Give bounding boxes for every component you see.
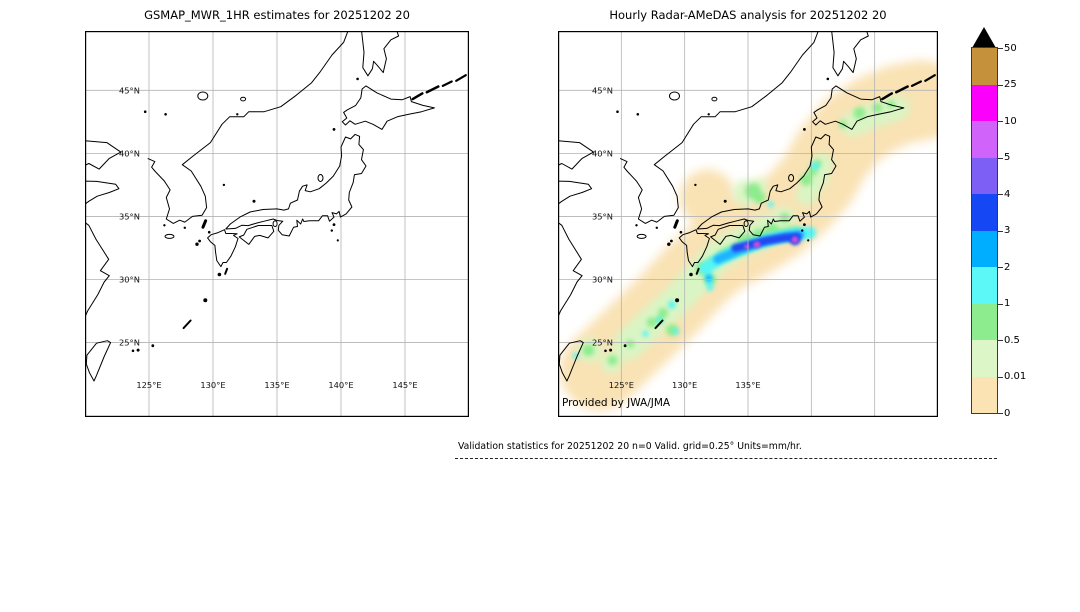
lon-tick-label: 140°E xyxy=(328,380,353,390)
colorbar-tick-label: 1 xyxy=(1004,298,1011,309)
colorbar-overflow-arrow xyxy=(972,27,996,48)
map-tick-labels: 45°N 40°N 35°N 30°N 25°N 125°E 130°E 135°E xyxy=(592,85,761,390)
precipitation-overlay xyxy=(559,60,938,411)
caption-divider-line xyxy=(455,458,997,459)
lon-tick-label: 125°E xyxy=(136,380,161,390)
lon-tick-label: 135°E xyxy=(735,380,760,390)
lat-tick-label: 25°N xyxy=(119,338,140,348)
lon-tick-label: 125°E xyxy=(609,380,634,390)
coastlines xyxy=(85,31,467,382)
coastlines xyxy=(558,31,936,382)
colorbar-segment xyxy=(972,230,997,267)
colorbar-tick-label: 10 xyxy=(1004,115,1017,127)
validation-caption: Validation statistics for 20251202 20 n=… xyxy=(458,441,802,452)
colorbar-segment xyxy=(972,84,997,121)
colorbar-segment xyxy=(972,48,997,85)
right-panel-title: Hourly Radar-AMeDAS analysis for 2025120… xyxy=(609,8,887,22)
colorbar-tick-label: 0.01 xyxy=(1004,371,1027,382)
colorbar-tick-label: 0.5 xyxy=(1004,334,1020,346)
colorbar-tick-label: 5 xyxy=(1004,152,1011,163)
map-border xyxy=(558,31,938,417)
map-tick-labels: 45°N 40°N 35°N 30°N 25°N 125°E 130°E 135°E 140°E… xyxy=(119,85,418,390)
colorbar-tick xyxy=(998,303,1003,305)
lon-tick-label: 130°E xyxy=(672,380,697,390)
colorbar-tick-label: 2 xyxy=(1004,261,1011,273)
colorbar-tick-label: 0 xyxy=(1004,407,1011,419)
colorbar-tick xyxy=(998,121,1003,122)
colorbar-tick xyxy=(998,48,1003,49)
lat-tick-label: 30°N xyxy=(119,275,140,285)
colorbar-tick-label: 50 xyxy=(1004,42,1017,54)
map-gridlines xyxy=(85,31,469,417)
colorbar-segment xyxy=(972,157,997,194)
colorbar-tick-label: 3 xyxy=(1004,225,1011,236)
colorbar-tick-label: 25 xyxy=(1004,79,1017,90)
colorbar-segment xyxy=(972,194,997,231)
lon-tick-label: 135°E xyxy=(264,380,289,390)
colorbar-tick xyxy=(998,157,1003,159)
island-dots xyxy=(604,77,830,353)
colorbar-frame xyxy=(971,47,998,414)
colorbar-segment xyxy=(972,340,997,377)
lat-tick-label: 35°N xyxy=(592,211,613,221)
lat-tick-label: 35°N xyxy=(119,211,140,221)
precip-colorbar: 0 0.01 0.5 1 2 3 4 5 10 25 50 xyxy=(960,20,1080,460)
colorbar-segment xyxy=(972,121,997,158)
colorbar-tick xyxy=(998,413,1003,414)
island-dots xyxy=(131,77,359,353)
lat-tick-label: 25°N xyxy=(592,338,613,348)
lon-tick-label: 145°E xyxy=(392,380,417,390)
gsmap-mwr-map-panel: 45°N 40°N 35°N 30°N 25°N 125°E 130°E 135°E 140°E… xyxy=(85,31,469,417)
lat-tick-label: 45°N xyxy=(592,85,613,95)
radar-amedas-map-panel: 45°N 40°N 35°N 30°N 25°N 125°E 130°E 135°E xyxy=(558,31,938,417)
colorbar-tick xyxy=(998,84,1003,86)
colorbar-tick xyxy=(998,194,1003,195)
provider-note: Provided by JWA/JMA xyxy=(562,397,671,409)
left-panel-title: GSMAP_MWR_1HR estimates for 20251202 20 xyxy=(144,8,410,22)
colorbar-tick-label: 4 xyxy=(1004,188,1011,200)
colorbar-segment xyxy=(972,303,997,340)
map-border xyxy=(85,31,469,417)
lat-tick-label: 40°N xyxy=(592,148,613,158)
colorbar-tick xyxy=(998,376,1003,378)
colorbar-segment xyxy=(972,267,997,304)
colorbar-tick xyxy=(998,230,1003,232)
colorbar-segment xyxy=(972,376,997,413)
colorbar-tick xyxy=(998,340,1003,341)
lat-tick-label: 40°N xyxy=(119,148,140,158)
lat-tick-label: 30°N xyxy=(592,275,613,285)
lat-tick-label: 45°N xyxy=(119,85,140,95)
colorbar-tick xyxy=(998,267,1003,268)
lon-tick-label: 130°E xyxy=(200,380,225,390)
